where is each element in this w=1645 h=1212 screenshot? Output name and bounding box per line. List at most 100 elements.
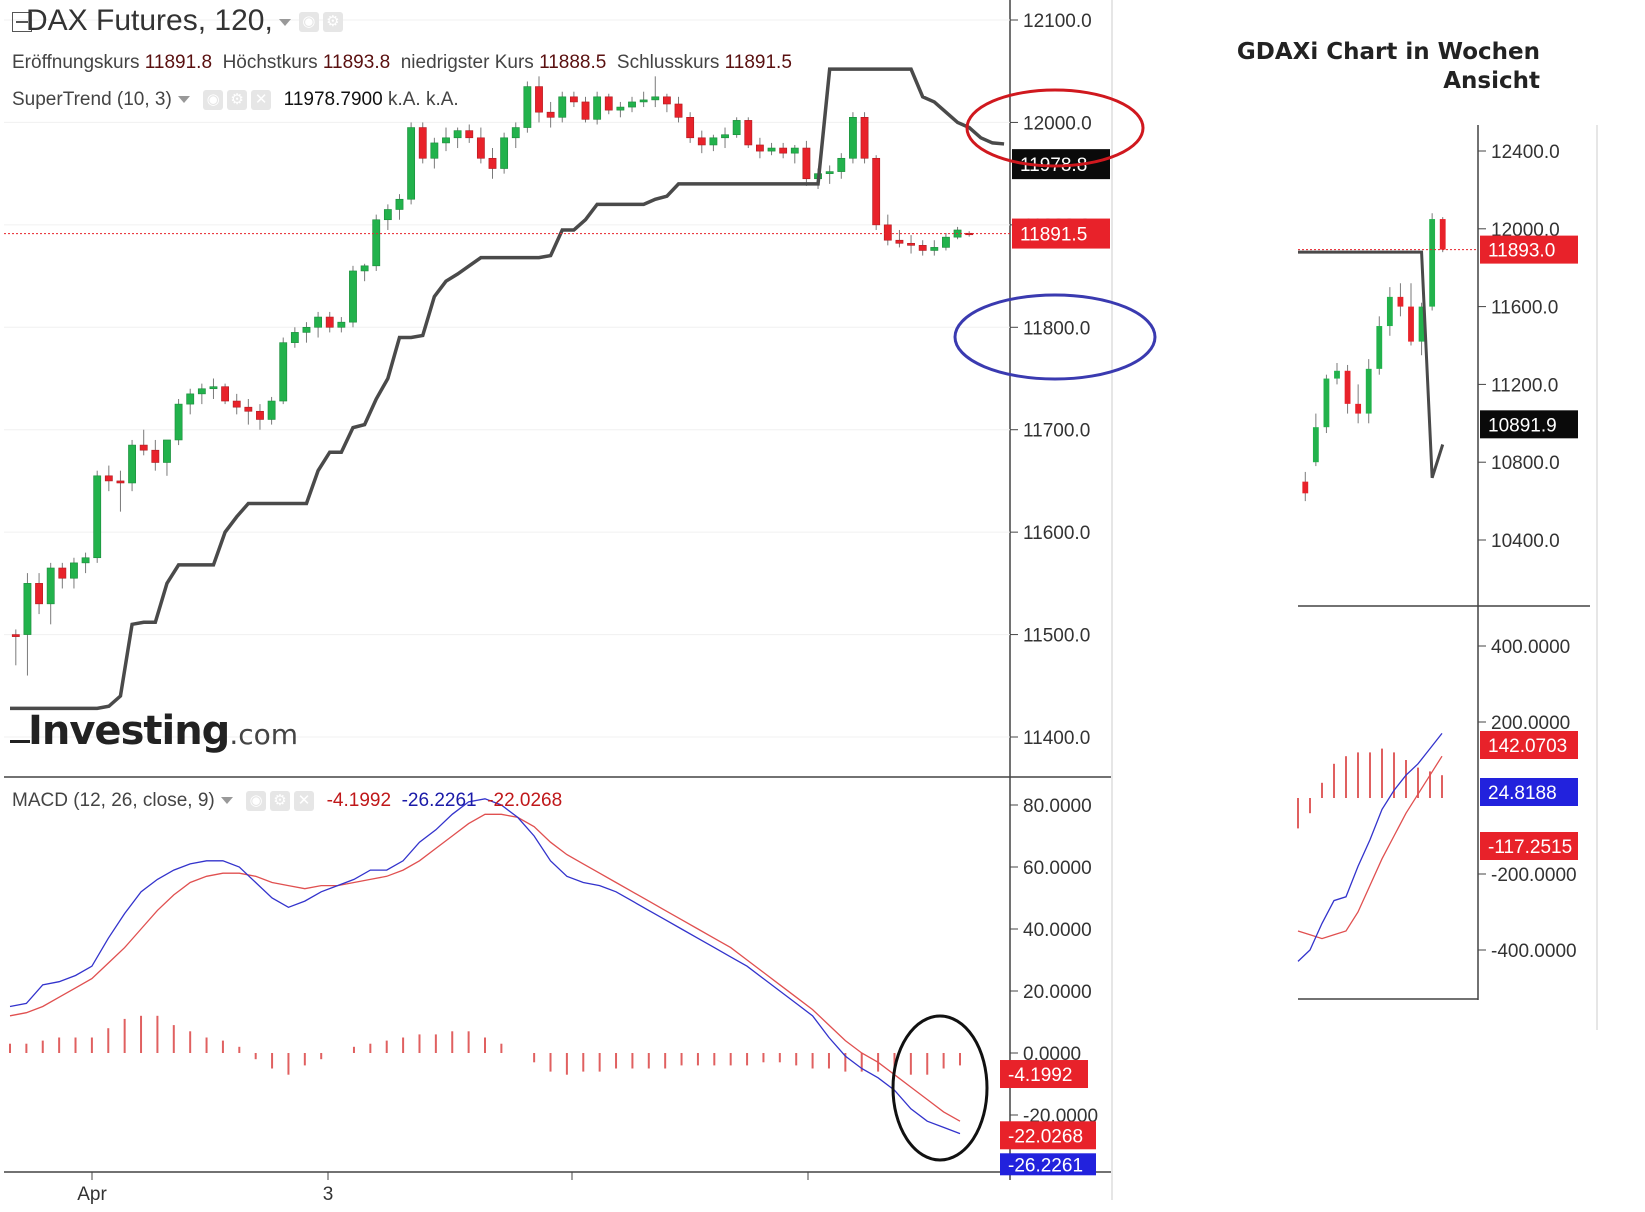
gear-icon[interactable]: ⚙ [227,89,248,110]
weekly-macd-signal-badge-bg [1480,832,1578,860]
macd-line [9,798,961,1135]
candle [11,634,20,637]
candle [500,137,509,169]
candle [139,444,148,451]
candle [907,242,915,246]
gear-icon[interactable]: ⚙ [322,12,343,33]
y-tick-label: 11500.0 [1023,626,1090,647]
candle [302,326,311,333]
candle [488,157,497,169]
weekly-candle [1429,219,1436,307]
weekly-macd-y-tick-label: 400.0000 [1491,637,1570,658]
candle [418,127,427,159]
x-tick-label: Apr [77,1184,107,1205]
weekly-macd-y-tick-label: -200.0000 [1491,865,1577,886]
macd-signal-badge: -22.0268 [1008,1126,1083,1147]
candle [767,147,776,152]
blue-ellipse [953,293,1157,381]
candle [209,386,218,390]
weekly-macd-hist-badge-bg [1480,731,1578,759]
logo-bar [10,740,30,743]
macd-y-tick-label: 20.0000 [1023,982,1092,1003]
weekly-candle [1386,296,1393,327]
candle [116,480,125,484]
open-value: 11891.8 [144,52,213,73]
candle [186,393,195,405]
weekly-title-line-1: GDAXi Chart in Wochen [1236,39,1540,65]
macd-line-badge: -26.2261 [1008,1155,1083,1176]
candle [662,96,671,105]
macd-hist-badge-bg [1000,1060,1088,1089]
weekly-supertrend-line [1298,250,1445,479]
y-tick-label: 11600.0 [1023,523,1090,544]
chevron-down-icon[interactable] [220,797,233,805]
candle [290,332,299,343]
supertrend-extra: k.A. k.A. [387,89,459,110]
weekly-candle [1355,403,1362,414]
candle [639,99,648,103]
candle [104,475,113,482]
macd-hist-value: -4.1992 [326,790,392,811]
weekly-macd-line-badge: 24.8188 [1488,783,1557,804]
chevron-down-icon[interactable] [177,96,190,104]
candle [849,117,857,159]
candle [593,96,602,120]
weekly-y-tick-label: 11200.0 [1491,375,1558,396]
supertrend-legend: SuperTrend (10, 3) ◉ ⚙ ✕ 11978.7900 k.A. k… [12,89,459,111]
candle [23,583,32,635]
weekly-candle [1376,326,1383,369]
candle [325,316,334,328]
weekly-macd-hist-badge: 142.0703 [1488,736,1567,757]
candle [81,557,90,564]
eye-icon[interactable]: ◉ [298,12,319,33]
candle [279,342,288,402]
weekly-candle [1302,481,1309,494]
candle [244,406,253,412]
candle [942,236,950,248]
close-label: Schlusskurs [616,52,720,73]
candle [616,106,625,111]
candle [407,127,416,200]
candle [256,410,264,420]
chevron-down-icon[interactable] [278,18,291,26]
macd-legend: MACD (12, 26, close, 9) ◉ ⚙ ✕ -4.1992 -26.… [12,790,562,812]
candle [372,219,381,267]
candle [35,583,43,605]
weekly-supertrend-badge: 10891.9 [1488,415,1557,436]
macd-label[interactable]: MACD (12, 26, close, 9) [12,790,215,811]
open-label: Eröffnungskurs [12,52,140,73]
candle [151,449,160,463]
collapse-icon[interactable] [12,12,32,32]
logo-main: Investing [28,708,230,754]
weekly-macd-line-badge-bg [1480,778,1578,806]
candle [128,444,136,484]
macd-y-tick-label: 60.0000 [1023,858,1092,879]
weekly-y-tick-label: 12000.0 [1491,220,1560,241]
low-value: 11888.5 [539,52,607,73]
macd-line-badge-bg [1000,1153,1096,1176]
ohlc-legend: Eröffnungskurs 11891.8 Höchstkurs 11893.… [12,52,792,74]
candle [581,101,590,120]
candle [628,101,636,108]
weekly-candle [1418,306,1425,342]
weekly-y-tick-label: 10800.0 [1491,453,1560,474]
gear-icon[interactable]: ⚙ [270,790,291,811]
weekly-candle [1439,219,1446,250]
supertrend-label[interactable]: SuperTrend (10, 3) [12,89,172,110]
y-tick-label: 11800.0 [1023,318,1090,339]
macd-line-value: -26.2261 [401,790,477,811]
candle [337,321,346,328]
close-icon[interactable]: ✕ [294,790,315,811]
close-icon[interactable]: ✕ [251,89,272,110]
supertrend-line [10,67,1005,711]
candle [744,120,753,146]
eye-icon[interactable]: ◉ [203,89,224,110]
macd-y-tick-label: 0.0000 [1023,1044,1081,1065]
low-label: niedrigster Kurs [400,52,534,73]
candle [558,96,567,118]
candle [918,245,927,251]
high-value: 11893.8 [322,52,391,73]
weekly-candle [1312,427,1319,463]
weekly-title-line-2: Ansicht [1443,68,1540,94]
eye-icon[interactable]: ◉ [246,790,267,811]
